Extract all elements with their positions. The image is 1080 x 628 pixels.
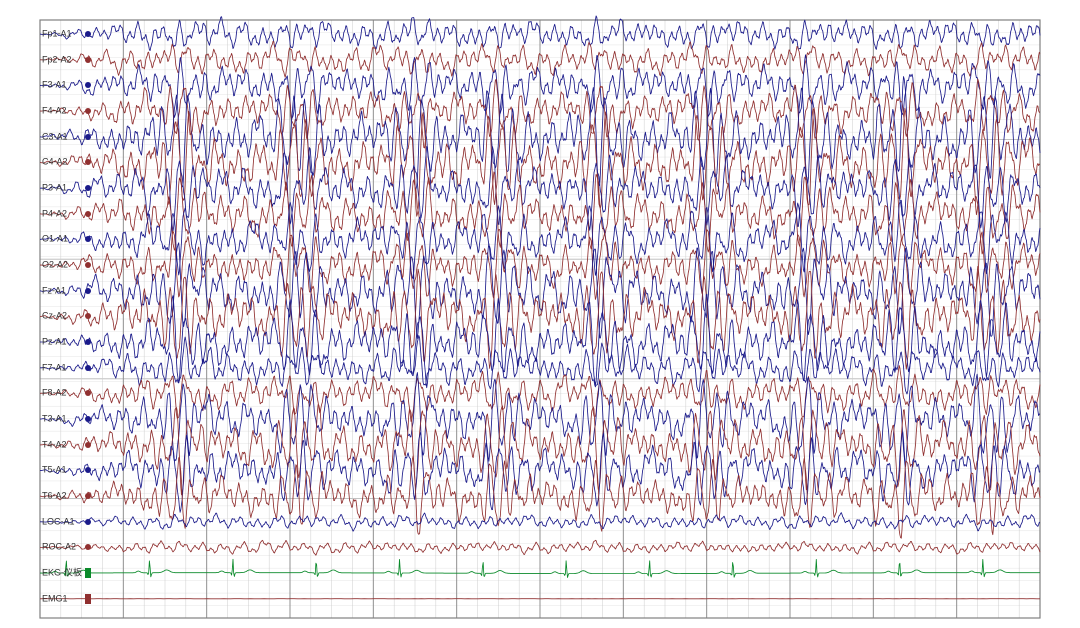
- channel-marker-icon: [85, 365, 91, 371]
- channel-marker-icon: [85, 493, 91, 499]
- channel-label: P3-A1: [42, 184, 67, 193]
- channel-marker-icon: [85, 416, 91, 422]
- channel-label: T6-A2: [42, 492, 67, 501]
- channel-label: EMG1: [42, 594, 68, 603]
- channel-marker-icon: [85, 568, 91, 578]
- channel-marker-icon: [85, 339, 91, 345]
- channel-marker-icon: [85, 159, 91, 165]
- channel-marker-icon: [85, 313, 91, 319]
- channel-marker-icon: [85, 442, 91, 448]
- channel-marker-icon: [85, 185, 91, 191]
- channel-marker-icon: [85, 82, 91, 88]
- channel-label: P4-A2: [42, 209, 67, 218]
- channel-marker-icon: [85, 544, 91, 550]
- channel-marker-icon: [85, 57, 91, 63]
- channel-label: Fp2-A2: [42, 55, 72, 64]
- channel-marker-icon: [85, 288, 91, 294]
- channel-marker-icon: [85, 519, 91, 525]
- channel-label: C4-A2: [42, 158, 68, 167]
- channel-label: O2-A2: [42, 261, 68, 270]
- channel-label: T3-A1: [42, 415, 67, 424]
- channel-label: Fp1-A1: [42, 30, 72, 39]
- channel-marker-icon: [85, 31, 91, 37]
- channel-label: LOC-A1: [42, 517, 75, 526]
- channel-marker-icon: [85, 594, 91, 604]
- channel-marker-icon: [85, 211, 91, 217]
- channel-label: F4-A2: [42, 107, 67, 116]
- channel-label: T4-A2: [42, 440, 67, 449]
- channel-label: F7-A1: [42, 363, 67, 372]
- channel-marker-icon: [85, 262, 91, 268]
- channel-label: T5-A1: [42, 466, 67, 475]
- channel-label: Pz-A1: [42, 338, 67, 347]
- channel-label: Cz-A2: [42, 312, 67, 321]
- channel-label: ROC-A2: [42, 543, 76, 552]
- channel-marker-icon: [85, 236, 91, 242]
- channel-label: F8-A2: [42, 389, 67, 398]
- channel-marker-icon: [85, 108, 91, 114]
- channel-marker-icon: [85, 134, 91, 140]
- channel-label: C3-A1: [42, 132, 68, 141]
- channel-label: Fz-A1: [42, 286, 66, 295]
- eeg-svg: [0, 0, 1080, 628]
- channel-marker-icon: [85, 467, 91, 473]
- channel-label: O1-A1: [42, 235, 68, 244]
- eeg-plot-container: Fp1-A1 Fp2-A2 F3-A1 F4-A2 C3-A1 C4-A2 P3-A1 P4-…: [0, 0, 1080, 628]
- channel-label: EKG-仪板: [42, 569, 82, 578]
- channel-label: F3-A1: [42, 81, 67, 90]
- channel-marker-icon: [85, 390, 91, 396]
